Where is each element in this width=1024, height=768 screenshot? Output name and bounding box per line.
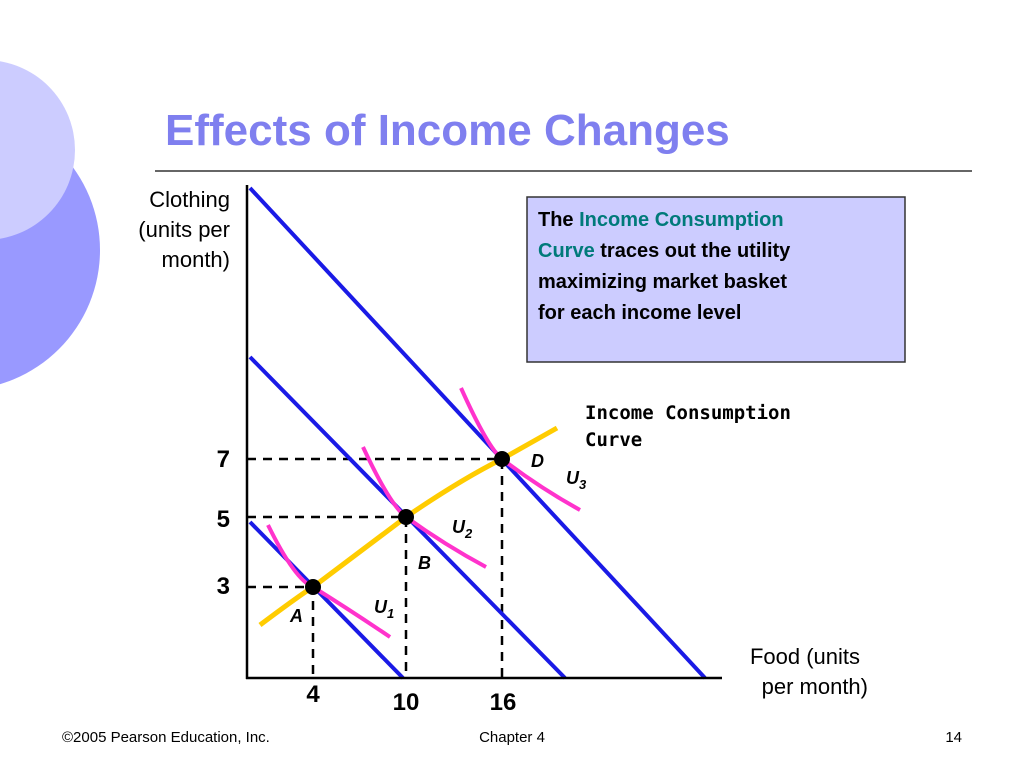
label-line: (units per xyxy=(138,217,230,242)
budget-line xyxy=(248,186,707,680)
basket-point xyxy=(305,579,321,595)
callout-text: The Income Consumption Curve traces out … xyxy=(538,209,791,324)
label-line: Income Consumption xyxy=(585,402,791,424)
y-ticks: 7 5 3 xyxy=(217,446,230,600)
label-line: Curve xyxy=(585,429,642,451)
callout-highlight: Curve xyxy=(538,240,595,262)
basket-point xyxy=(494,451,510,467)
callout-line: The Income Consumption xyxy=(538,209,784,231)
x-tick-label: 4 xyxy=(306,681,320,708)
baskets xyxy=(305,451,510,595)
x-ticks: 4 10 16 xyxy=(306,681,516,716)
y-tick-label: 5 xyxy=(217,506,230,533)
curve-letter: U xyxy=(374,597,388,617)
point-label: A xyxy=(289,606,303,626)
callout-line: for each income level xyxy=(538,302,741,324)
footer-left: ©2005 Pearson Education, Inc. xyxy=(62,729,270,746)
basket-point xyxy=(398,509,414,525)
x-axis-label: Food (units per month) xyxy=(750,644,868,699)
curve-subscript: 3 xyxy=(579,477,587,492)
guide xyxy=(247,585,315,678)
guides xyxy=(247,457,504,678)
footer: ©2005 Pearson Education, Inc. Chapter 4 … xyxy=(62,729,962,746)
callout-box xyxy=(526,196,906,363)
y-axis-label: Clothing (units per month) xyxy=(138,187,230,272)
label-line: month) xyxy=(162,247,230,272)
point-labels: A B D xyxy=(289,451,544,626)
curve-labels: U1 U2 U3 xyxy=(374,468,587,621)
footer-center: Chapter 4 xyxy=(479,729,545,746)
income-consumption-curve xyxy=(258,425,559,628)
label-line: Clothing xyxy=(149,187,230,212)
guide xyxy=(247,457,504,678)
curve-label: U1 xyxy=(374,597,394,621)
label-line: per month) xyxy=(762,674,868,699)
axes xyxy=(245,185,722,680)
curve-letter: U xyxy=(566,468,580,488)
budget-line xyxy=(248,520,405,680)
curve-subscript: 1 xyxy=(387,606,394,621)
x-tick-label: 16 xyxy=(490,689,517,716)
y-tick-label: 7 xyxy=(217,446,230,473)
y-tick-label: 3 xyxy=(217,573,230,600)
callout-highlight: Income Consumption xyxy=(579,209,783,231)
guide xyxy=(247,515,408,678)
curve-label: U3 xyxy=(566,468,587,492)
title: Effects of Income Changes xyxy=(165,106,730,155)
callout-text-part: traces out the utility xyxy=(600,240,791,262)
callout-line: maximizing market basket xyxy=(538,271,787,293)
footer-right: 14 xyxy=(945,729,962,746)
decor-circle xyxy=(0,61,75,239)
callout-text-part: The xyxy=(538,209,574,231)
curve-letter: U xyxy=(452,517,466,537)
label-line: Food (units xyxy=(750,644,860,669)
curve-subscript: 2 xyxy=(464,526,473,541)
x-tick-label: 10 xyxy=(393,689,420,716)
point-label: D xyxy=(531,451,544,471)
callout-line: Curve traces out the utility xyxy=(538,240,791,262)
point-label: B xyxy=(418,553,431,573)
curve-label: U2 xyxy=(452,517,473,541)
icc-label: Income Consumption Curve xyxy=(585,402,791,451)
